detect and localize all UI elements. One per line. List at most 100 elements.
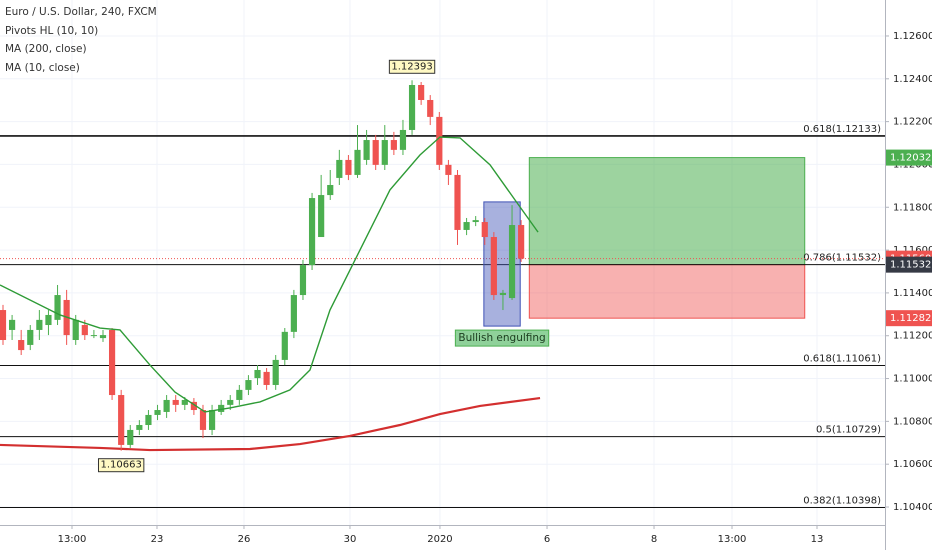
candle-body [181,399,188,405]
fib-label: 0.618(1.11061) [803,353,881,364]
candle-body [145,414,152,426]
candle-body [127,429,134,445]
candle-body [290,295,297,332]
candle-body [163,399,170,412]
y-tick-label: 1.10800 [893,416,932,427]
fib-label: 0.618(1.12133) [803,124,881,135]
candle-body [481,222,488,238]
x-tick-label: 13:00 [58,534,87,545]
candle-body [427,99,434,117]
y-tick-label: 1.10600 [893,459,932,470]
candle-body [208,410,216,430]
candle-body [472,220,479,223]
x-tick-label: 26 [238,534,251,545]
candle-body [318,195,325,238]
candle-body [154,410,161,415]
candle-body [463,222,470,230]
pivot-label: 1.10663 [100,460,141,471]
candle-body [199,410,207,430]
pattern-label-bg [454,329,550,347]
y-tick-label: 1.10400 [893,502,932,513]
y-tick-label: 1.11400 [893,288,932,299]
candle-body [72,319,79,341]
candle-body [308,198,316,266]
moving-average [0,396,541,452]
candle-body [8,319,16,330]
y-tick-label: 1.11600 [893,245,932,256]
candle-body [454,174,461,230]
x-tick-label: 6 [544,534,550,545]
x-tick-label: 30 [344,534,357,545]
indicator-label: Pivots HL (10, 10) [5,25,98,37]
price-label: 1.12032 [890,153,931,164]
x-tick-label: 23 [151,534,164,545]
legend: Euro / U.S. Dollar, 240, FXCM Pivots HL … [5,6,157,74]
pivot-label: 1.12393 [391,61,432,72]
candle-body [190,401,197,411]
indicator-label: MA (10, close) [5,62,80,74]
candle-body [418,85,425,100]
fib-label: 0.786(1.11532) [803,253,881,264]
candle-body [18,340,25,351]
candle-body [372,140,379,165]
x-tick-label: 13 [811,534,824,545]
candle-body [27,329,34,345]
candle-body [508,225,516,299]
candle-body [272,359,279,385]
candle-body [236,389,243,400]
candle-body [281,331,288,360]
grid [0,0,885,525]
price-label: 1.11282 [890,313,931,324]
candle-body [518,225,525,259]
candle-body [299,265,307,296]
y-tick-label: 1.11800 [893,202,932,213]
candle-body [108,329,116,396]
pivot-label-bg [97,458,145,473]
symbol-title: Euro / U.S. Dollar, 240, FXCM [5,6,157,18]
price-label-bg [886,310,932,327]
pattern-label: Bullish engulfing [458,332,545,344]
candle-body [45,314,52,326]
candle-body [172,399,179,405]
x-tick-label: 8 [651,534,657,545]
candle-body [254,369,261,379]
candle-body [81,325,88,336]
y-tick-label: 1.11200 [893,331,932,342]
target-zone [528,157,806,266]
candle-body [436,116,443,165]
candle-body [90,335,97,337]
candle-body [227,399,234,405]
fib-label: 0.5(1.10729) [816,425,881,436]
candle-body [218,404,225,412]
y-tick-label: 1.12400 [893,74,932,85]
moving-average [0,136,539,413]
candle-body [336,159,343,178]
candle-body [499,292,507,296]
candle-body [0,310,7,341]
candle-body [99,335,107,339]
candle-body [263,371,270,385]
price-label-bg [886,149,932,166]
indicator-label: MA (200, close) [5,43,87,55]
plot: 0.618(1.12133) 0.786(1.11532) 0.618(1.1106… [0,59,885,508]
candle-body [36,319,43,330]
candle-body [136,425,143,430]
candle-body [54,295,61,320]
candle-body [399,129,407,150]
y-tick-label: 1.11000 [893,374,932,385]
candle-body [445,164,452,175]
pivot-label-bg [388,59,436,74]
candle-body [327,184,334,196]
y-tick-label: 1.12600 [893,31,932,42]
candle-body [345,159,352,175]
fib-label: 0.382(1.10398) [803,495,881,506]
y-tick-label: 1.12200 [893,117,932,128]
candle-body [354,149,361,175]
candle-body [390,140,397,150]
candle-body [245,380,252,390]
price-label-bg [886,256,932,273]
x-tick-label: 2020 [427,534,452,545]
candle-body [408,85,416,130]
